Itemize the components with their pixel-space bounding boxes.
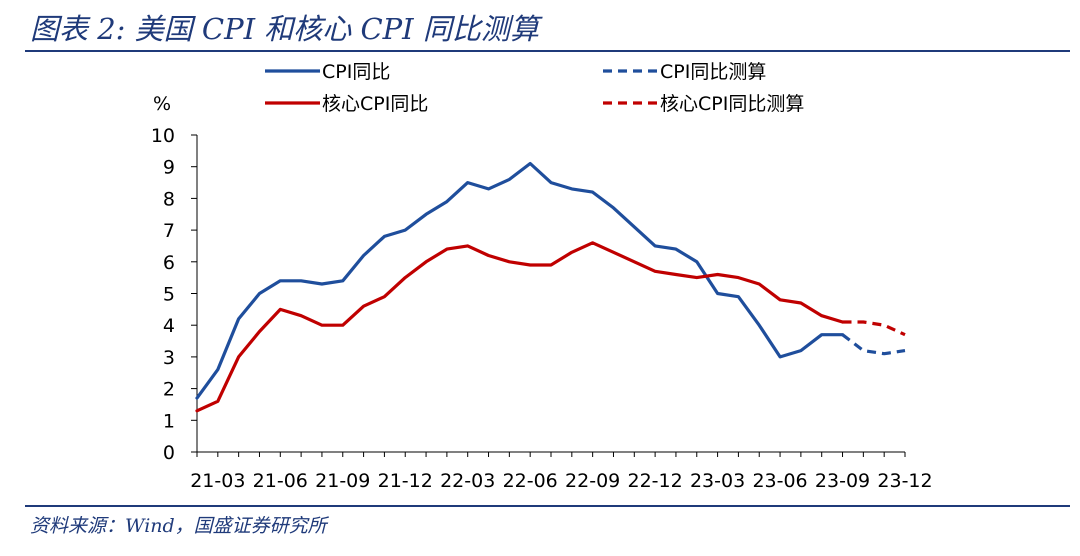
y-tick-label: 4: [163, 315, 175, 337]
y-tick-label: 9: [163, 157, 175, 179]
source-note: 资料来源：Wind，国盛证券研究所: [30, 515, 327, 537]
x-tick-label: 21-03: [190, 470, 245, 492]
x-tick-label: 23-06: [752, 470, 807, 492]
y-tick-label: 6: [163, 252, 175, 274]
x-tick-label: 21-12: [378, 470, 433, 492]
y-axis-label: %: [153, 93, 171, 115]
title-divider: [25, 50, 1070, 52]
x-tick-label: 22-03: [440, 470, 495, 492]
series-lines: [195, 161, 906, 413]
legend-label: 核心CPI同比: [322, 93, 428, 115]
y-tick-label: 7: [163, 220, 175, 242]
series-line-3: [842, 320, 906, 337]
axes: 0 1 2 3 4 5 6 7 8 9 10% 21-03 21-06 21-09 21-12 22-03 22…: [151, 93, 933, 492]
x-tick-label: 22-12: [628, 470, 683, 492]
y-tick-label: 2: [163, 379, 175, 401]
y-tick-label: 3: [163, 347, 175, 369]
series-line-1: [841, 333, 906, 356]
x-tick-label: 23-03: [690, 470, 745, 492]
y-tick-label: 1: [163, 410, 175, 432]
series-line-0: [195, 161, 845, 400]
x-tick-label: 23-12: [877, 470, 932, 492]
x-tick-label: 22-06: [503, 470, 558, 492]
y-tick-label: 10: [151, 125, 175, 147]
x-tick-label: 22-09: [565, 470, 620, 492]
series-line-2: [195, 241, 845, 413]
source-divider: [25, 505, 1070, 507]
x-tick-label: 21-09: [315, 470, 370, 492]
legend-label: CPI同比: [322, 61, 390, 83]
legend-label: 核心CPI同比测算: [660, 93, 804, 115]
x-tick-label: 21-06: [253, 470, 308, 492]
y-tick-label: 0: [163, 442, 175, 464]
legend-label: CPI同比测算: [660, 61, 766, 83]
x-tick-label: 23-09: [815, 470, 870, 492]
y-tick-label: 5: [163, 284, 175, 306]
figure-title: 图表 2: 美国 CPI 和核心 CPI 同比测算: [30, 12, 539, 46]
y-tick-label: 8: [163, 188, 175, 210]
